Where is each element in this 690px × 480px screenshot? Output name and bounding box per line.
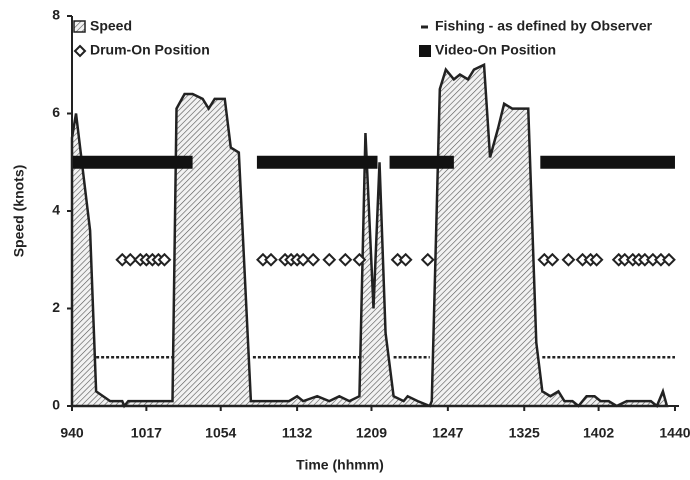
x-tick-label: 1247 [432, 425, 463, 441]
y-tick-label: 0 [52, 397, 60, 413]
x-tick-label: 1402 [583, 425, 614, 441]
x-tick-label: 1440 [659, 425, 690, 441]
y-tick-label: 2 [52, 299, 60, 315]
x-tick-label: 1209 [356, 425, 387, 441]
legend-label: Fishing - as defined by Observer [435, 18, 653, 34]
drum-on-marker [322, 252, 337, 267]
legend-swatch [73, 20, 86, 33]
drum-on-marker [296, 252, 311, 267]
drum-on-marker [561, 252, 576, 267]
drum-on-marker [420, 252, 435, 267]
drum-on-marker [264, 252, 278, 267]
drum-on-marker [545, 252, 560, 267]
x-tick-label: 1325 [509, 425, 540, 441]
drum-on-marker [123, 252, 138, 267]
speed-area [70, 62, 669, 409]
x-tick-label: 1017 [131, 425, 162, 441]
legend-label: Speed [90, 18, 132, 34]
drum-on-marker [398, 252, 413, 267]
drum-on-marker [306, 252, 321, 267]
y-axis-label: Speed (knots) [11, 165, 27, 258]
x-tick-label: 1132 [282, 425, 313, 441]
drum-on-marker [157, 252, 172, 267]
x-tick-label: 940 [60, 425, 84, 441]
x-tick-label: 1054 [205, 425, 236, 441]
drum-on-marker [352, 252, 367, 267]
drum-on-marker [662, 252, 676, 267]
y-tick-label: 8 [52, 7, 60, 23]
drum-on-marker [338, 252, 353, 267]
y-tick-label: 4 [52, 202, 60, 218]
legend-swatch [73, 44, 87, 58]
legend-label: Drum-On Position [90, 42, 210, 58]
drum-on-marker [589, 252, 604, 267]
y-tick-label: 6 [52, 104, 60, 120]
x-axis-label: Time (hhmm) [296, 457, 384, 473]
legend-swatch [419, 45, 431, 57]
legend-label: Video-On Position [435, 42, 556, 58]
